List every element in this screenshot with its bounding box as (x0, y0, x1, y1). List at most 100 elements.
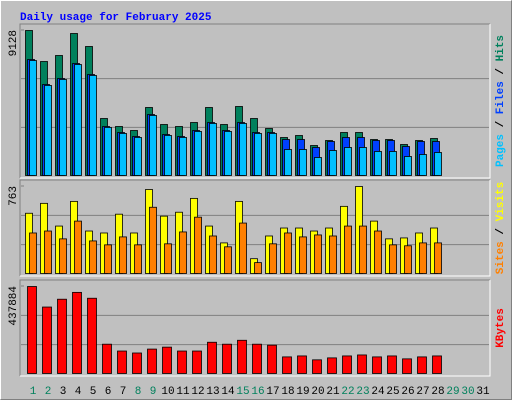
bar (419, 242, 427, 274)
panel-border-dark (19, 23, 490, 178)
x-tick-label: 10 (161, 386, 174, 398)
bar (74, 220, 82, 274)
legend-entry: Sites (495, 241, 507, 274)
x-tick-label: 28 (431, 386, 444, 398)
bar (432, 355, 442, 374)
legend-entry: Hits (495, 35, 507, 61)
bar (102, 343, 112, 374)
bar (314, 234, 322, 274)
bar (59, 79, 67, 176)
bar (389, 244, 397, 274)
legend-separator: / (495, 221, 507, 241)
bar (162, 346, 172, 374)
x-tick-label: 7 (120, 386, 127, 398)
y-tick-label: 437884 (8, 286, 20, 326)
chart-title: Daily usage for February 2025 (20, 12, 212, 24)
bar (134, 244, 142, 274)
bar (147, 348, 157, 374)
panel-border-dark (19, 279, 490, 376)
bar (164, 243, 172, 274)
bar (119, 236, 127, 274)
bar (132, 352, 142, 374)
bar (269, 133, 277, 176)
bar (404, 156, 412, 176)
panel-border-light (20, 280, 491, 377)
panel-border-light (20, 180, 491, 277)
x-tick-label: 9 (150, 386, 157, 398)
bar (269, 243, 277, 274)
bar (224, 246, 232, 274)
bar (59, 238, 67, 274)
bar (192, 350, 202, 374)
bar (389, 151, 397, 176)
bar (419, 154, 427, 176)
x-tick-label: 23 (356, 386, 369, 398)
x-tick-label: 12 (191, 386, 204, 398)
x-tick-label: 27 (416, 386, 429, 398)
x-tick-label: 5 (90, 386, 97, 398)
bar (44, 85, 52, 176)
x-tick-label: 2 (45, 386, 52, 398)
x-tick-label: 18 (281, 386, 294, 398)
bar (239, 222, 247, 274)
bar (282, 356, 292, 374)
panel-border-light (20, 24, 491, 179)
bar (209, 235, 217, 274)
x-tick-label: 17 (266, 386, 279, 398)
x-tick-label: 31 (476, 386, 490, 398)
y-tick-label: 9128 (8, 30, 20, 56)
bar (207, 341, 217, 374)
bar (344, 225, 352, 274)
legend: KBytes (495, 308, 507, 348)
bar (434, 152, 442, 176)
legend-entry: Files (495, 81, 507, 114)
bar (372, 356, 382, 374)
bar (254, 262, 262, 274)
bar (29, 60, 37, 176)
bar (299, 149, 307, 176)
bar (344, 147, 352, 176)
legend-separator: / (495, 61, 507, 81)
x-tick-label: 30 (461, 386, 474, 398)
x-tick-label: 29 (446, 386, 459, 398)
bar (224, 131, 232, 176)
x-tick-label: 4 (75, 386, 82, 398)
bar (267, 344, 277, 374)
x-tick-label: 24 (371, 386, 385, 398)
x-tick-label: 11 (176, 386, 190, 398)
y-tick-label: 763 (8, 186, 20, 206)
legend-entry: Pages (495, 134, 507, 167)
bar (252, 343, 262, 374)
bar (402, 358, 412, 374)
bar (329, 150, 337, 176)
x-tick-label: 25 (386, 386, 399, 398)
x-tick-label: 1 (30, 386, 37, 398)
bar (284, 149, 292, 176)
bar (72, 291, 82, 374)
bar (119, 133, 127, 176)
bar (149, 206, 157, 274)
bar (387, 355, 397, 374)
bar (299, 236, 307, 274)
bar (89, 75, 97, 176)
bar (359, 225, 367, 274)
bar (164, 135, 172, 176)
bar (434, 242, 442, 274)
bar (57, 298, 67, 374)
panel-border-dark (19, 179, 490, 276)
bar (312, 359, 322, 374)
bar (134, 137, 142, 176)
bar (342, 355, 352, 374)
bar (209, 123, 217, 176)
bar (239, 123, 247, 176)
bar (194, 131, 202, 176)
bar (374, 151, 382, 176)
bar (417, 356, 427, 374)
x-tick-label: 21 (326, 386, 340, 398)
legend-separator: / (495, 114, 507, 134)
x-tick-label: 16 (251, 386, 264, 398)
x-tick-label: 15 (236, 386, 249, 398)
bar (329, 235, 337, 274)
